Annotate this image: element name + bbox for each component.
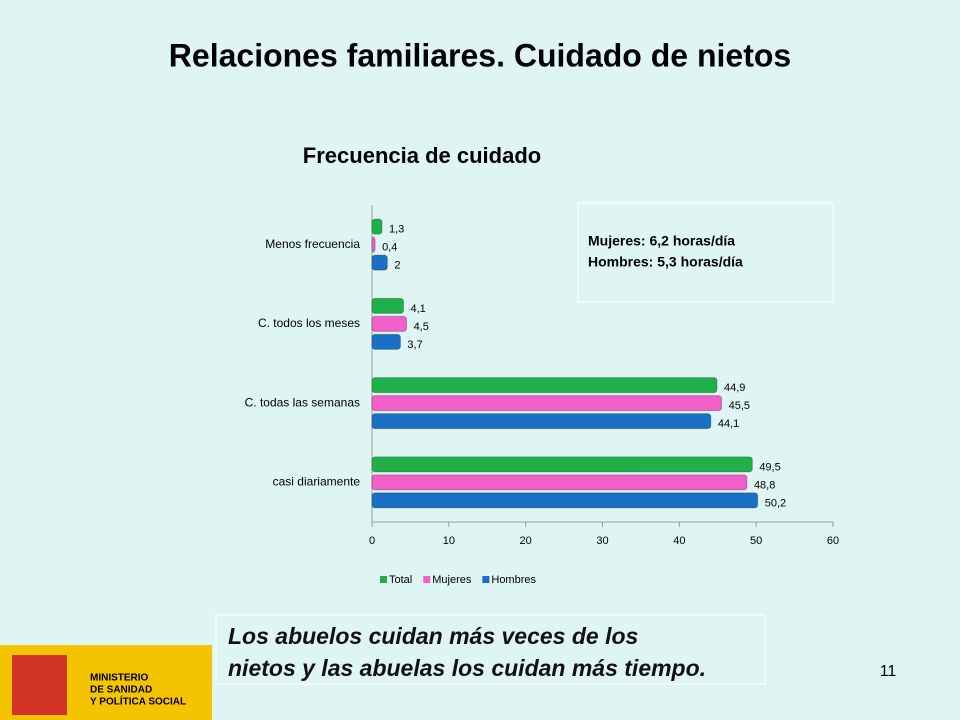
value-label: 2	[394, 260, 400, 272]
bar	[371, 492, 759, 509]
x-tick-label: 30	[596, 535, 608, 547]
y-tick-label: Menos frecuencia	[265, 237, 360, 251]
note-box	[577, 202, 834, 303]
x-tick-label: 10	[443, 535, 455, 547]
y-tick-label: casi diariamente	[273, 475, 361, 489]
bar	[371, 474, 748, 491]
legend-label: Mujeres	[432, 574, 472, 586]
logo-text: DE SANIDAD	[90, 685, 152, 696]
value-label: 4,1	[411, 303, 426, 315]
slide-title: Relaciones familiares. Cuidado de nietos	[169, 37, 791, 73]
bar	[371, 254, 388, 271]
value-label: 44,1	[718, 418, 739, 430]
caption: Los abuelos cuidan más veces de los niet…	[228, 623, 707, 681]
bar	[371, 297, 405, 314]
page-number: 11	[880, 663, 897, 680]
bar	[371, 333, 401, 350]
value-label: 45,5	[729, 400, 750, 412]
legend-swatch	[482, 576, 490, 583]
value-label: 1,3	[389, 224, 404, 236]
value-label: 48,8	[754, 479, 775, 491]
bar	[371, 218, 383, 235]
note-line: Hombres: 5,3 horas/día	[588, 254, 743, 270]
y-tick-label: C. todas las semanas	[245, 395, 360, 409]
bar	[371, 377, 718, 394]
caption-box	[215, 614, 766, 685]
value-label: 3,7	[407, 339, 422, 351]
x-tick-label: 40	[673, 535, 685, 547]
bar	[371, 315, 408, 332]
x-tick-label: 20	[520, 535, 532, 547]
legend-label: Total	[389, 574, 412, 586]
value-label: 49,5	[759, 461, 780, 473]
legend-swatch	[423, 576, 431, 583]
bar	[371, 456, 753, 473]
value-label: 44,9	[724, 382, 745, 394]
x-tick-label: 0	[369, 535, 375, 547]
chart-title: Frecuencia de cuidado	[303, 143, 541, 168]
bar	[371, 413, 712, 430]
x-tick-label: 50	[750, 535, 762, 547]
y-tick-label: C. todos los meses	[258, 316, 360, 330]
logo-emblem	[12, 655, 67, 715]
bar	[371, 395, 723, 412]
x-tick-label: 60	[827, 535, 839, 547]
value-label: 0,4	[382, 242, 397, 254]
legend-swatch	[380, 576, 387, 583]
legend-label: Hombres	[491, 574, 536, 586]
logo-text: MINISTERIO	[90, 673, 149, 684]
value-label: 4,5	[414, 321, 429, 333]
logo-text: Y POLÍTICA SOCIAL	[90, 695, 186, 708]
bar	[371, 236, 376, 253]
value-label: 50,2	[765, 497, 786, 509]
note-line: Mujeres: 6,2 horas/día	[588, 233, 735, 249]
